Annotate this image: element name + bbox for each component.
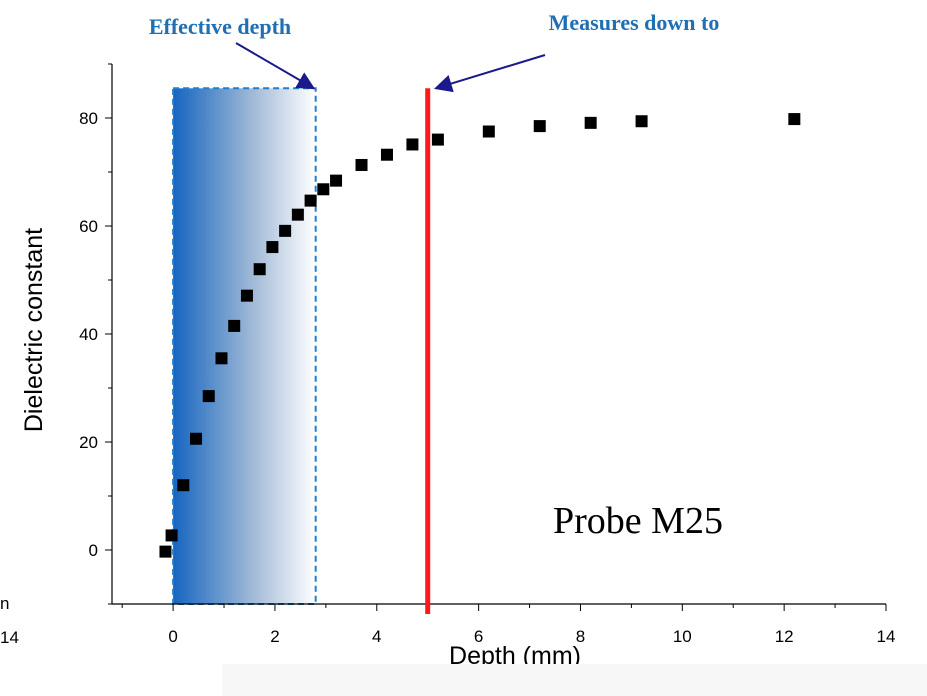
measures-down-to-arrow	[433, 54, 546, 93]
y-axis-title: Dielectric constant	[20, 228, 48, 432]
edge-fragment-tick: 14	[0, 628, 19, 647]
data-point	[190, 432, 203, 445]
data-point	[165, 529, 178, 542]
data-point	[533, 120, 546, 133]
y-tick-label: 40	[79, 325, 98, 344]
y-tick-label: 80	[79, 109, 98, 128]
data-point	[202, 390, 215, 403]
y-tick-label: 0	[89, 541, 98, 560]
data-point	[355, 158, 368, 171]
data-point	[228, 319, 241, 332]
effective-depth-band	[173, 88, 316, 605]
data-point	[215, 352, 228, 365]
x-tick-label: 0	[168, 627, 177, 646]
data-point	[279, 224, 292, 237]
effective-depth-box	[172, 87, 317, 606]
x-tick-label: 10	[673, 627, 692, 646]
data-point	[253, 263, 266, 276]
data-point	[317, 183, 330, 196]
x-tick-label: 14	[877, 627, 896, 646]
data-point	[635, 115, 648, 128]
probe-label: Probe M25	[553, 500, 723, 542]
data-point	[177, 479, 190, 492]
data-point	[788, 113, 801, 126]
data-points	[159, 113, 801, 558]
y-tick-label: 20	[79, 433, 98, 452]
data-point	[304, 194, 317, 207]
effective-depth-label: Effective depth	[149, 14, 291, 39]
data-point	[380, 148, 393, 161]
data-point	[431, 133, 444, 146]
data-point	[266, 241, 279, 254]
bottom-shadow-strip	[222, 664, 927, 696]
data-point	[240, 289, 253, 302]
measures-down-to-label: Measures down to	[549, 10, 720, 35]
data-point	[291, 208, 304, 221]
y-tick-label: 60	[79, 217, 98, 236]
x-tick-label: 6	[474, 627, 483, 646]
x-tick-label: 12	[775, 627, 794, 646]
data-point	[159, 545, 172, 558]
edge-fragment-char: n	[0, 594, 9, 613]
axes: 0 20 40 60 80 0 2 4 6 8 10 12 14	[79, 63, 896, 646]
x-tick-label: 8	[576, 627, 585, 646]
data-point	[330, 174, 343, 187]
effective-depth-arrow	[235, 42, 316, 90]
data-point	[584, 116, 597, 129]
x-tick-label: 2	[270, 627, 279, 646]
data-point	[482, 125, 495, 138]
x-tick-label: 4	[372, 627, 381, 646]
data-point	[406, 138, 419, 151]
